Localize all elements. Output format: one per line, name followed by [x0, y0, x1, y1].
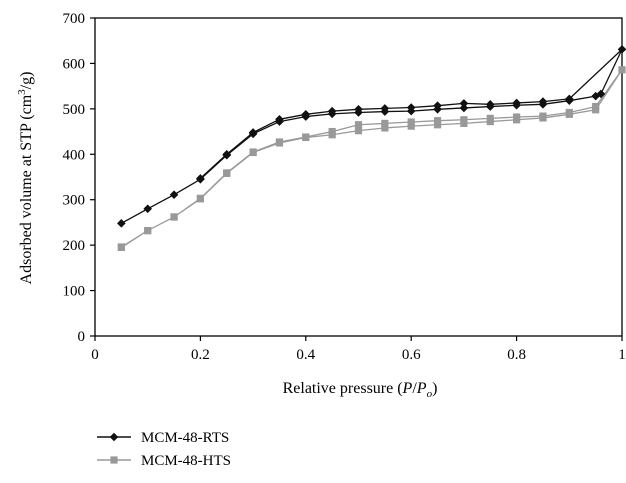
- data-point: [196, 174, 205, 183]
- data-point: [618, 66, 626, 74]
- data-point: [433, 121, 442, 129]
- data-point: [513, 113, 521, 121]
- legend-item: MCM-48-RTS: [97, 430, 229, 446]
- series-line: [121, 48, 623, 224]
- data-point: [459, 99, 469, 108]
- data-point: [538, 97, 548, 106]
- data-point: [460, 119, 468, 127]
- x-tick-label: 0: [91, 347, 99, 363]
- data-point: [275, 138, 284, 146]
- legend-marker: [109, 432, 119, 442]
- series-mcm-48-rts: [117, 45, 626, 228]
- data-point: [354, 121, 363, 129]
- y-tick-label: 300: [63, 193, 86, 209]
- x-tick-label: 1: [618, 347, 626, 363]
- y-tick-label: 700: [63, 11, 86, 27]
- data-point: [328, 127, 336, 136]
- x-tick-label: 0.6: [402, 347, 421, 363]
- data-point: [407, 122, 415, 130]
- data-point: [539, 112, 547, 120]
- data-point: [380, 104, 390, 113]
- data-point: [592, 102, 600, 111]
- data-point: [407, 118, 415, 126]
- data-point: [617, 45, 626, 54]
- y-tick-label: 200: [63, 238, 86, 254]
- data-point: [354, 127, 363, 135]
- data-point: [565, 94, 574, 104]
- data-point: [565, 108, 573, 117]
- y-axis-title: Adsorbed volume at STP (cm3/g): [16, 72, 35, 285]
- data-point: [381, 124, 389, 132]
- data-point: [196, 194, 204, 202]
- data-point: [248, 128, 258, 137]
- data-point: [381, 119, 389, 127]
- x-tick-label: 0.2: [191, 347, 210, 363]
- data-point: [433, 117, 442, 125]
- y-tick-label: 400: [63, 147, 86, 163]
- x-axis-title: Relative pressure (P/Po): [283, 380, 438, 400]
- y-tick-label: 0: [78, 329, 86, 345]
- x-axis-title-po-subscript: o: [427, 388, 433, 400]
- legend-label: MCM-48-HTS: [141, 453, 231, 469]
- series-mcm-48-hts: [117, 66, 626, 252]
- x-tick-label: 0.8: [507, 347, 526, 363]
- x-axis-title-close: ): [432, 380, 437, 397]
- data-point: [249, 148, 257, 156]
- data-point: [143, 204, 152, 214]
- axes: 0 100 200 300 400 500 600 700 0 0.2 0.4 0.6 0.8 1: [63, 11, 626, 363]
- y-axis-title-superscript: 3: [16, 89, 28, 95]
- plot-frame: [94, 17, 623, 337]
- data-point: [302, 133, 310, 141]
- data-point: [223, 169, 231, 177]
- data-point: [486, 114, 494, 122]
- data-point: [512, 98, 521, 108]
- x-axis-title-p: P: [402, 380, 413, 397]
- data-point: [117, 219, 126, 228]
- y-tick-label: 500: [63, 102, 86, 118]
- legend-label: MCM-48-RTS: [141, 430, 229, 446]
- series-layer: [117, 45, 626, 252]
- y-tick-label: 100: [63, 284, 86, 300]
- series-line: [121, 69, 623, 248]
- y-tick-label: 600: [63, 56, 86, 72]
- data-point: [275, 115, 284, 124]
- data-point: [117, 243, 125, 251]
- legend-marker: [110, 456, 118, 464]
- data-point: [459, 103, 469, 113]
- legend-item: MCM-48-HTS: [97, 453, 231, 469]
- data-point: [433, 101, 442, 110]
- y-axis-title-unit: /g): [18, 72, 35, 90]
- legend: MCM-48-RTS MCM-48-HTS: [97, 430, 231, 469]
- data-point: [169, 190, 179, 200]
- x-axis-title-po: P: [416, 380, 427, 397]
- data-point: [354, 105, 363, 114]
- data-point: [596, 89, 606, 99]
- data-point: [406, 103, 416, 112]
- data-point: [144, 227, 152, 235]
- data-point: [301, 110, 311, 119]
- data-point: [222, 149, 232, 159]
- data-point: [327, 106, 337, 116]
- x-tick-label: 0.4: [296, 347, 315, 363]
- data-point: [460, 116, 468, 124]
- x-axis-title-text: Relative pressure (: [283, 380, 403, 397]
- data-point: [485, 100, 495, 109]
- data-point: [170, 213, 178, 221]
- x-axis-title-slash: /: [412, 380, 417, 397]
- y-axis-title-text: Adsorbed volume at STP (cm: [18, 94, 35, 284]
